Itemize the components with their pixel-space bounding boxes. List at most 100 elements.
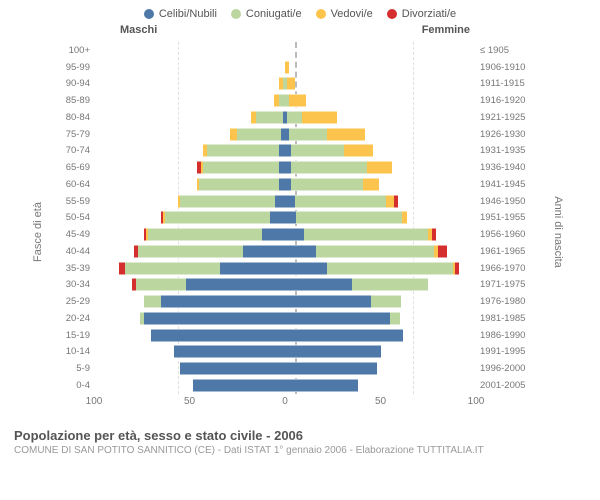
- male-bar: [94, 94, 285, 107]
- x-axis: 10050050100: [94, 396, 476, 412]
- female-bar: [285, 44, 476, 57]
- bar-segment: [165, 211, 270, 224]
- female-bar: [285, 362, 476, 375]
- bar-segment: [302, 111, 336, 124]
- female-bar: [285, 228, 476, 241]
- x-tick: 50: [184, 396, 195, 407]
- bar-segment: [193, 379, 285, 392]
- bar-segment: [285, 195, 295, 208]
- birth-year-label: 1961-1965: [476, 246, 530, 257]
- male-bar: [94, 178, 285, 191]
- age-row: 40-44 1961-1965: [60, 243, 530, 260]
- legend: Celibi/Nubili Coniugati/e Vedovi/e Divorzia…: [0, 0, 600, 24]
- age-label: 95-99: [60, 62, 94, 73]
- male-bar: [94, 77, 285, 90]
- bar-segment: [144, 312, 285, 325]
- birth-year-label: 1916-1920: [476, 95, 530, 106]
- age-row: 0-4 2001-2005: [60, 377, 530, 394]
- birth-year-label: 1971-1975: [476, 279, 530, 290]
- bar-segment: [285, 329, 403, 342]
- female-bar: [285, 245, 476, 258]
- bar-segment: [270, 211, 285, 224]
- birth-year-label: 1936-1940: [476, 162, 530, 173]
- birth-year-label: 1986-1990: [476, 330, 530, 341]
- legend-swatch: [387, 9, 397, 19]
- legend-item: Vedovi/e: [316, 8, 373, 20]
- age-label: 90-94: [60, 78, 94, 89]
- bar-group: [94, 143, 476, 160]
- age-label: 50-54: [60, 212, 94, 223]
- birth-year-label: 1941-1945: [476, 179, 530, 190]
- bar-segment: [151, 329, 285, 342]
- bar-segment: [262, 228, 285, 241]
- birth-year-label: 1906-1910: [476, 62, 530, 73]
- bar-segment: [237, 128, 281, 141]
- birth-year-label: 1981-1985: [476, 313, 530, 324]
- bar-segment: [363, 178, 378, 191]
- age-row: 75-791926-1930: [60, 126, 530, 143]
- age-label: 20-24: [60, 313, 94, 324]
- bar-segment: [304, 228, 428, 241]
- bar-segment: [199, 178, 279, 191]
- bar-group: [94, 76, 476, 93]
- female-bar: [285, 161, 476, 174]
- bar-segment: [144, 295, 161, 308]
- age-row: 5-91996-2000: [60, 360, 530, 377]
- legend-swatch: [231, 9, 241, 19]
- pyramid-chart: Fasce di età Anni di nascita 100+≤ 19059…: [0, 42, 600, 422]
- age-row: 10-141991-1995: [60, 344, 530, 361]
- chart-rows: 100+≤ 190595-991906-191090-941911-191585…: [60, 42, 530, 394]
- birth-year-label: 1966-1970: [476, 263, 530, 274]
- legend-label: Coniugati/e: [246, 8, 302, 20]
- age-row: 35-39 1966-1970: [60, 260, 530, 277]
- bar-segment: [289, 128, 327, 141]
- bar-group: [94, 226, 476, 243]
- birth-year-label: 2001-2005: [476, 380, 530, 391]
- header-male: Maschi: [120, 24, 157, 36]
- bar-segment: [285, 362, 377, 375]
- female-bar: [285, 144, 476, 157]
- birth-year-label: 1976-1980: [476, 296, 530, 307]
- bar-segment: [125, 262, 221, 275]
- female-bar: [285, 61, 476, 74]
- bar-segment: [285, 211, 296, 224]
- bar-group: [94, 59, 476, 76]
- age-label: 0-4: [60, 380, 94, 391]
- legend-swatch: [316, 9, 326, 19]
- bar-segment: [285, 312, 390, 325]
- female-bar: [285, 111, 476, 124]
- female-bar: [285, 211, 476, 224]
- male-bar: [94, 128, 285, 141]
- bar-group: [94, 277, 476, 294]
- age-label: 100+: [60, 45, 94, 56]
- age-row: 95-99 1906-1910: [60, 59, 530, 76]
- bar-segment: [220, 262, 285, 275]
- male-bar: [94, 228, 285, 241]
- age-row: 45-491956-1960: [60, 226, 530, 243]
- female-bar: [285, 77, 476, 90]
- bar-group: [94, 360, 476, 377]
- age-row: 90-94 1911-1915: [60, 76, 530, 93]
- bar-segment: [291, 144, 344, 157]
- birth-year-label: 1911-1915: [476, 78, 530, 89]
- birth-year-label: 1951-1955: [476, 212, 530, 223]
- age-label: 5-9: [60, 363, 94, 374]
- age-label: 80-84: [60, 112, 94, 123]
- bar-segment: [402, 211, 408, 224]
- female-bar: [285, 312, 476, 325]
- age-label: 40-44: [60, 246, 94, 257]
- bar-group: [94, 260, 476, 277]
- bar-segment: [180, 195, 276, 208]
- bar-segment: [344, 144, 373, 157]
- age-label: 35-39: [60, 263, 94, 274]
- bar-group: [94, 344, 476, 361]
- age-row: 25-291976-1980: [60, 293, 530, 310]
- legend-label: Divorziati/e: [402, 8, 456, 20]
- bar-group: [94, 176, 476, 193]
- bar-segment: [390, 312, 400, 325]
- male-bar: [94, 329, 285, 342]
- age-row: 30-341971-1975: [60, 277, 530, 294]
- legend-label: Celibi/Nubili: [159, 8, 217, 20]
- age-row: 60-641941-1945: [60, 176, 530, 193]
- female-bar: [285, 94, 476, 107]
